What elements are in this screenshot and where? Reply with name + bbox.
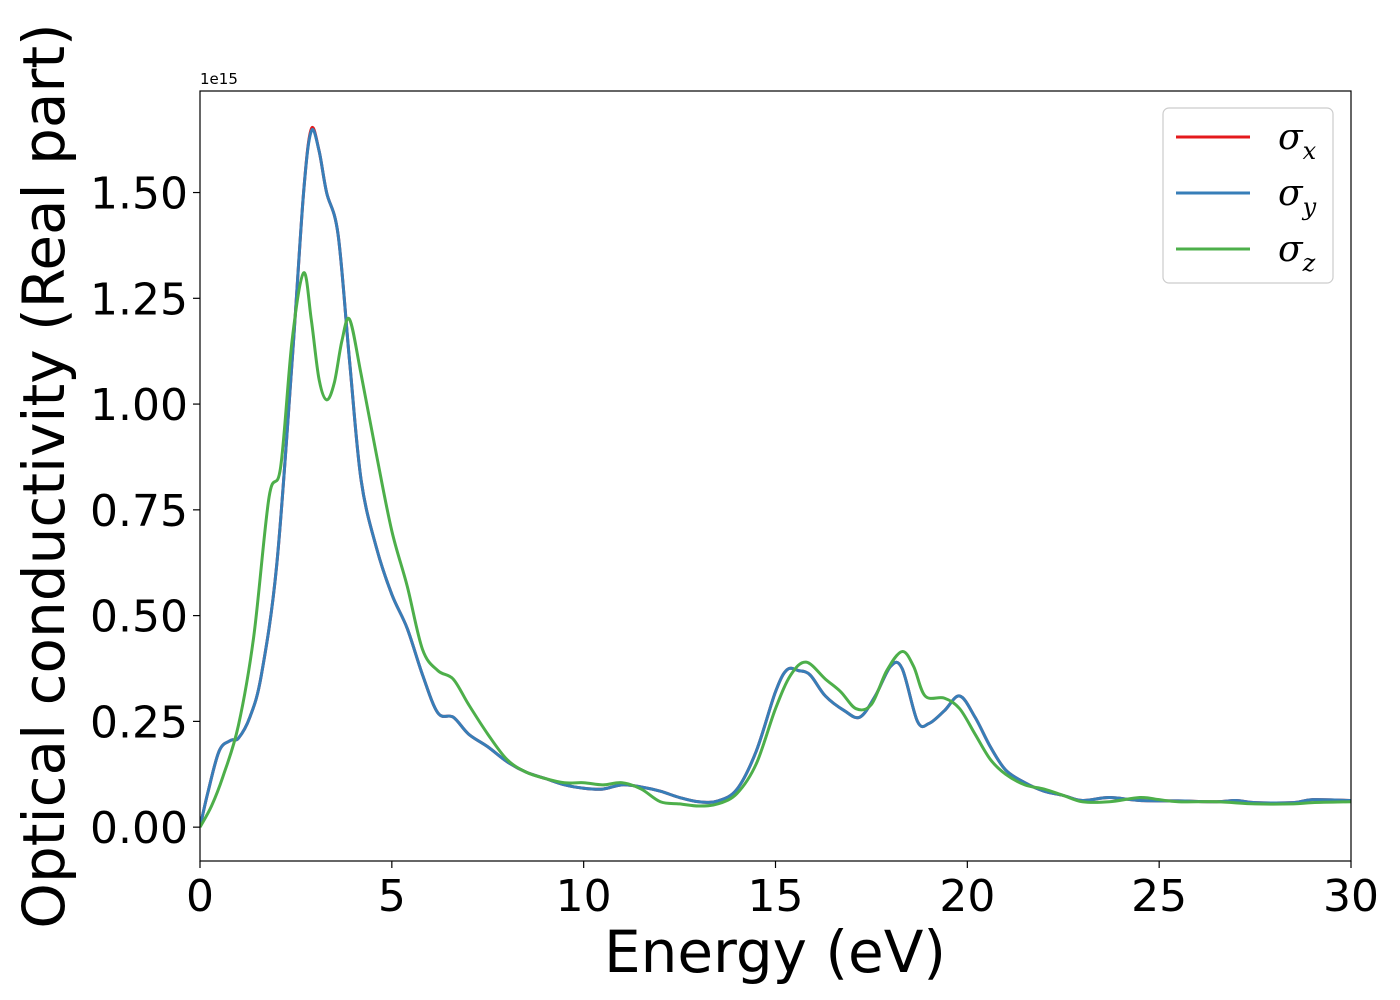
y-axis-label: Optical conductivity (Real part)	[10, 23, 78, 928]
x-tick-label: 15	[748, 871, 804, 922]
x-tick-label: 30	[1323, 871, 1379, 922]
legend-label-sigma-x: σx	[1278, 117, 1317, 165]
y-axis: 0.00 0.25 0.50 0.75 1.00 1.25 1.50	[90, 169, 200, 854]
x-tick-label: 5	[378, 871, 406, 922]
y-tick-label: 0.50	[90, 592, 188, 643]
y-tick-label: 1.50	[90, 169, 188, 220]
y-tick-label: 1.00	[90, 380, 188, 431]
y-tick-label: 0.00	[90, 803, 188, 854]
legend: σx σy σz	[1162, 107, 1334, 284]
y-tick-label: 0.75	[90, 486, 188, 537]
x-tick-label: 10	[556, 871, 612, 922]
x-axis-label: Energy (eV)	[604, 918, 946, 986]
series-line-sigma-z	[200, 271, 1351, 828]
y-offset-text: 1e15	[200, 70, 238, 88]
x-tick-label: 25	[1131, 871, 1187, 922]
legend-entries: σx σy σz	[1176, 117, 1317, 277]
x-axis: 0 5 10 15 20 25 30	[186, 861, 1379, 922]
series-layer	[200, 126, 1351, 828]
legend-label-sigma-z: σz	[1278, 229, 1316, 277]
legend-box	[1162, 107, 1334, 284]
x-tick-label: 20	[939, 871, 995, 922]
x-tick-label: 0	[186, 871, 214, 922]
y-tick-label: 0.25	[90, 697, 188, 748]
y-tick-label: 1.25	[90, 274, 188, 325]
legend-label-sigma-y: σy	[1278, 173, 1317, 221]
